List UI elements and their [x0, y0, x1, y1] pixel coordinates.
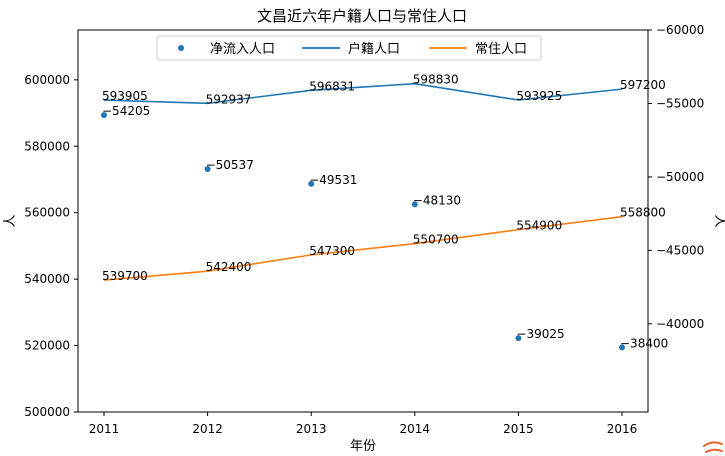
series-layer: 593905 592937 596831 598830 593925 597200 5397… — [101, 73, 668, 351]
data-label: −39025 — [516, 327, 564, 341]
left-tick-label: 580000 — [24, 139, 70, 153]
left-axis: 500000 520000 540000 560000 580000 600000 — [24, 73, 78, 419]
left-tick-label: 540000 — [24, 272, 70, 286]
legend-label: 净流入人口 — [210, 42, 275, 57]
data-label: 592937 — [206, 92, 252, 106]
series-line — [103, 82, 623, 105]
data-label: −49531 — [309, 173, 357, 187]
data-label: 558800 — [620, 206, 666, 220]
data-label: −38400 — [620, 336, 668, 350]
legend-marker — [178, 45, 184, 51]
x-tick-label: 2011 — [89, 422, 120, 436]
right-tick-label: −40000 — [656, 317, 704, 331]
legend-label: 常住人口 — [475, 42, 527, 57]
data-label: 597200 — [620, 78, 666, 92]
data-label: −54205 — [102, 104, 150, 118]
data-label: 598830 — [413, 73, 459, 87]
legend-label: 户籍人口 — [348, 41, 400, 57]
x-axis: 2011 2012 2013 2014 2015 2016 — [89, 412, 638, 436]
right-axis: −40000 −45000 −50000 −55000 −60000 — [648, 23, 704, 331]
x-tick-label: 2013 — [296, 422, 327, 436]
data-label: 593925 — [516, 89, 562, 103]
scatter-point — [411, 201, 418, 208]
data-label: 539700 — [102, 269, 148, 283]
left-tick-label: 560000 — [24, 206, 70, 220]
data-label: 596831 — [309, 79, 355, 93]
chart-title: 文昌近六年户籍人口与常住人口 — [257, 7, 467, 25]
data-label: 542400 — [206, 260, 252, 274]
legend-box — [156, 35, 542, 61]
data-label: 554900 — [516, 219, 562, 233]
right-tick-label: −60000 — [656, 23, 704, 37]
data-label: 550700 — [413, 233, 459, 247]
corner-logo-icon — [703, 441, 723, 453]
data-label: −48130 — [413, 193, 461, 207]
scatter-point — [308, 180, 315, 187]
series-line — [103, 215, 623, 281]
right-tick-label: −55000 — [656, 96, 704, 110]
left-tick-label: 500000 — [24, 405, 70, 419]
x-tick-label: 2012 — [192, 422, 223, 436]
left-tick-label: 600000 — [24, 73, 70, 87]
data-label: 593905 — [102, 89, 148, 103]
left-tick-label: 520000 — [24, 339, 70, 353]
scatter-point — [101, 112, 107, 119]
x-tick-label: 2015 — [503, 422, 534, 436]
left-axis-title: 人 — [3, 214, 18, 227]
data-label: −50537 — [206, 158, 254, 172]
right-tick-label: −45000 — [656, 243, 704, 257]
x-tick-label: 2016 — [607, 422, 638, 436]
scatter-point — [204, 166, 211, 173]
x-tick-label: 2014 — [400, 422, 431, 436]
scatter-point — [515, 335, 522, 342]
data-label: 547300 — [309, 244, 355, 258]
scatter-point — [619, 344, 625, 351]
plot-area — [77, 29, 649, 413]
right-axis-title: 人 — [712, 214, 725, 227]
right-tick-label: −50000 — [656, 170, 704, 184]
legend: 净流入人口 户籍人口 常住人口 — [156, 35, 542, 61]
x-axis-title: 年份 — [350, 439, 376, 454]
